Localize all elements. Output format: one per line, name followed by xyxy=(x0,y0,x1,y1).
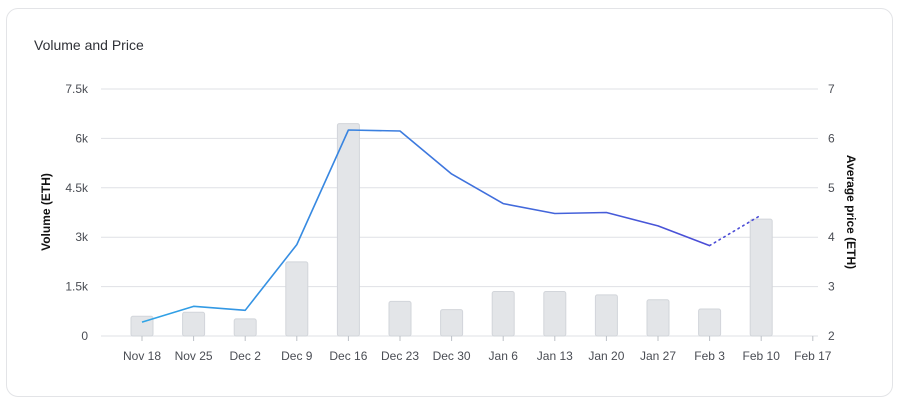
y-right-tick-label: 5 xyxy=(828,181,835,195)
y-left-tick-label: 6k xyxy=(75,131,89,145)
volume-bar[interactable] xyxy=(749,218,773,337)
y-right-axis-title: Average price (ETH) xyxy=(844,155,858,269)
y-left-tick-label: 7.5k xyxy=(65,82,89,96)
y-right-tick-label: 4 xyxy=(828,230,835,244)
chart-title: Volume and Price xyxy=(34,37,144,53)
volume-bar[interactable] xyxy=(182,311,206,337)
y-right-tick-label: 3 xyxy=(828,280,835,294)
y-right-tick-label: 2 xyxy=(828,329,835,343)
y-left-axis-title: Volume (ETH) xyxy=(39,173,53,251)
volume-bar[interactable] xyxy=(285,261,309,337)
volume-bar[interactable] xyxy=(698,308,722,337)
x-tick-label: Jan 20 xyxy=(588,349,624,363)
volume-bar[interactable] xyxy=(646,299,670,337)
y-left-tick-label: 0 xyxy=(81,329,88,343)
x-tick-label: Jan 13 xyxy=(537,349,573,363)
x-tick-label: Nov 18 xyxy=(123,349,161,363)
volume-bar[interactable] xyxy=(543,291,567,337)
price-line-projected[interactable] xyxy=(708,214,763,247)
x-tick-label: Dec 30 xyxy=(433,349,471,363)
volume-bar[interactable] xyxy=(594,294,618,337)
volume-bar[interactable] xyxy=(336,123,360,337)
volume-bar[interactable] xyxy=(388,300,412,337)
x-tick-label: Nov 25 xyxy=(175,349,213,363)
y-right-tick-label: 6 xyxy=(828,131,835,145)
y-left-tick-label: 3k xyxy=(75,230,89,244)
y-left-tick-label: 4.5k xyxy=(65,181,89,195)
x-tick-label: Dec 16 xyxy=(329,349,367,363)
x-tick-label: Feb 17 xyxy=(794,349,832,363)
y-right-tick-label: 7 xyxy=(828,82,835,96)
x-tick-label: Dec 2 xyxy=(230,349,262,363)
x-tick-label: Feb 10 xyxy=(743,349,781,363)
price-line xyxy=(141,129,763,323)
x-tick-label: Feb 3 xyxy=(694,349,725,363)
x-tick-label: Dec 9 xyxy=(281,349,313,363)
x-tick-label: Jan 6 xyxy=(489,349,519,363)
volume-bar[interactable] xyxy=(233,318,257,337)
x-tick-label: Dec 23 xyxy=(381,349,419,363)
grid-lines xyxy=(101,88,818,337)
y-left-tick-label: 1.5k xyxy=(65,280,89,294)
volume-bars xyxy=(130,123,773,337)
volume-bar[interactable] xyxy=(440,309,464,337)
axis-ticks: 0 1.5k 3k 4.5k 6k 7.5k 2 3 4 5 6 7 Nov 18 Nov 25 Dec 2… xyxy=(65,82,835,363)
price-line-solid[interactable] xyxy=(141,129,710,323)
volume-bar[interactable] xyxy=(491,291,515,337)
x-tick-label: Jan 27 xyxy=(640,349,676,363)
